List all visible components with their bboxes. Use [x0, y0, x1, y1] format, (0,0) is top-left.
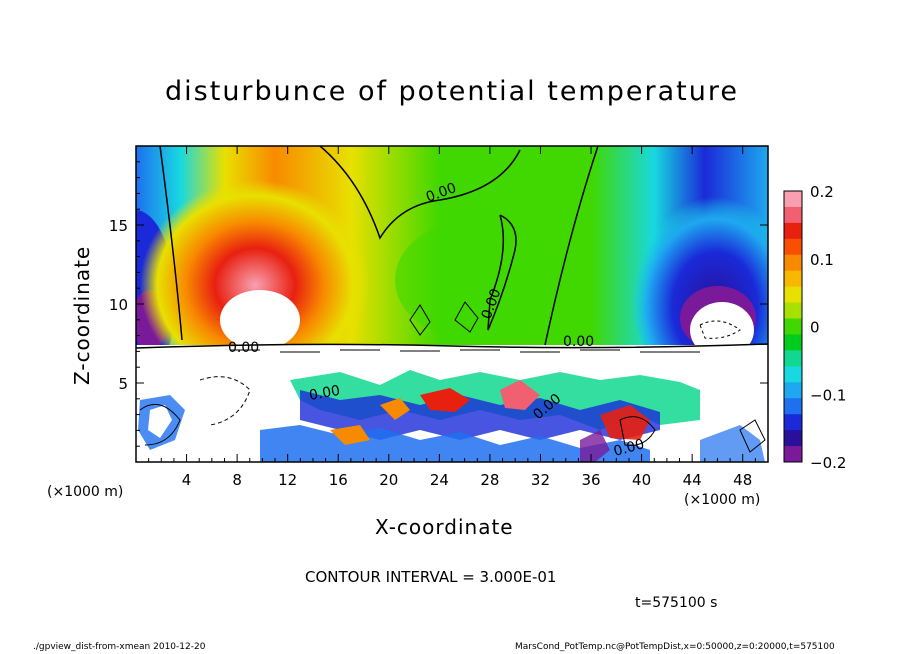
x-tick-label: 20	[379, 471, 398, 489]
colorbar-tick-label: 0.1	[810, 251, 834, 269]
colorbar-swatch	[784, 191, 802, 208]
x-tick-label: 24	[430, 471, 449, 489]
time-label: t=575100 s	[635, 595, 718, 611]
y-axis: 5 10 15	[109, 161, 768, 447]
colorbar-swatch	[784, 286, 802, 304]
y-unit-label: (×1000 m)	[47, 484, 124, 500]
contour-label: 0.00	[612, 436, 646, 460]
x-tick-label: 8	[232, 471, 242, 489]
x-tick-label: 44	[683, 471, 702, 489]
colorbar-tick-label: 0.2	[810, 183, 834, 201]
contour-label: 0.00	[228, 340, 259, 356]
y-axis-label-wrap: Z-coordinate	[70, 246, 98, 545]
x-tick-label: 4	[182, 471, 192, 489]
colorbar-swatch	[784, 446, 802, 463]
x-axis: 4 8 12 16 20 24 28 32 36 40 44 48	[148, 146, 756, 489]
colorbar-tick-label: −0.1	[810, 386, 846, 404]
colorbar-swatch	[784, 302, 802, 320]
colorbar-swatch	[784, 270, 802, 288]
x-tick-label: 36	[581, 471, 600, 489]
x-tick-label: 12	[278, 471, 297, 489]
x-tick-label: 16	[329, 471, 348, 489]
colorbar-swatch	[784, 222, 802, 240]
colorbar-tick-label: −0.2	[810, 454, 846, 472]
x-tick-label: 28	[480, 471, 499, 489]
y-tick-label: 15	[109, 217, 128, 235]
chart-title: disturbunce of potential temperature	[165, 76, 739, 107]
colorbar-frame	[783, 190, 803, 463]
contour-interval-text: CONTOUR INTERVAL = 3.000E-01	[305, 568, 557, 586]
colorbar-swatch	[784, 430, 802, 447]
heatmap-field	[136, 146, 768, 462]
colorbar-swatch	[784, 382, 802, 399]
y-tick-label: 10	[109, 296, 128, 314]
x-axis-label: X-coordinate	[375, 515, 514, 539]
colorbar-swatch	[784, 238, 802, 256]
x-tick-label: 48	[733, 471, 752, 489]
colorbar: 0.2 0.1 0 −0.1 −0.2	[783, 183, 846, 472]
contour-label: 0.00	[308, 383, 341, 404]
x-tick-label: 40	[632, 471, 651, 489]
contour-label: 0.00	[563, 334, 594, 350]
colorbar-swatch	[784, 398, 802, 415]
colorbar-swatch	[784, 414, 802, 431]
footer-right: MarsCond_PotTemp.nc@PotTempDist,x=0:5000…	[515, 642, 835, 652]
colorbar-swatch	[784, 350, 802, 367]
colorbar-tick-label: 0	[810, 319, 820, 337]
footer-left: ./gpview_dist-from-xmean 2010-12-20	[33, 642, 206, 652]
x-tick-label: 32	[531, 471, 550, 489]
y-tick-label: 5	[118, 375, 128, 393]
y-axis-label: Z-coordinate	[70, 245, 94, 385]
colorbar-swatch	[784, 366, 802, 383]
colorbar-swatch	[784, 318, 802, 335]
colorbar-swatch	[784, 334, 802, 351]
x-unit-label: (×1000 m)	[684, 492, 761, 508]
colorbar-swatch	[784, 206, 802, 224]
colorbar-swatch	[784, 254, 802, 272]
